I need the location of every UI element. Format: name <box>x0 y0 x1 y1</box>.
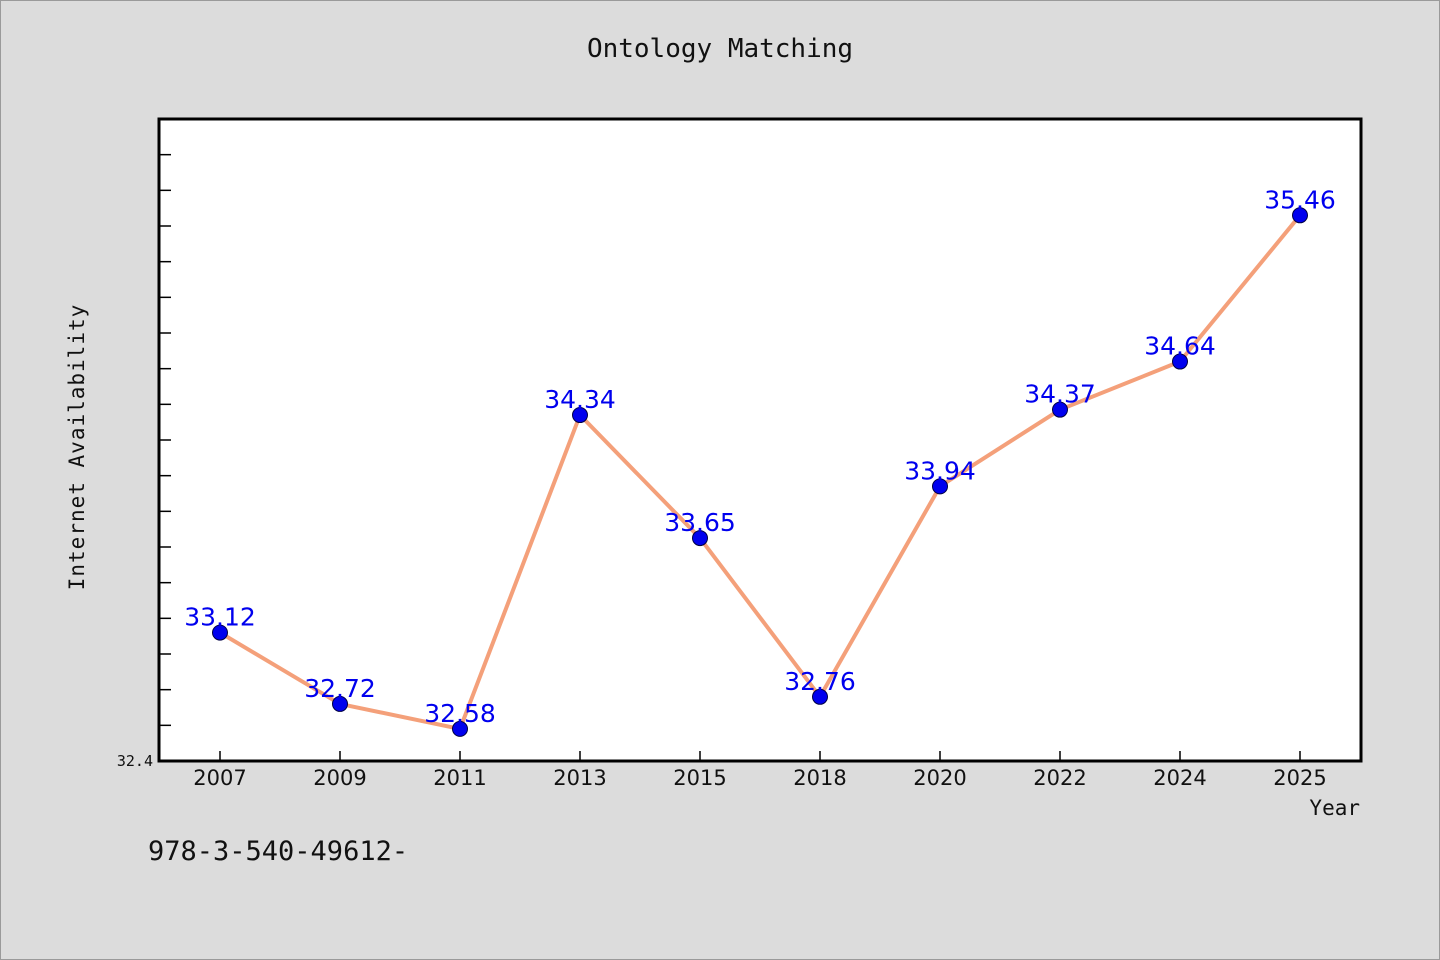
x-axis-label: Year <box>1309 796 1360 820</box>
data-label: 32.72 <box>304 674 376 703</box>
data-point <box>452 720 468 737</box>
x-tick-label: 2024 <box>1153 766 1206 790</box>
data-point <box>212 624 228 641</box>
data-label: 33.65 <box>664 508 736 537</box>
data-label: 32.76 <box>784 667 856 696</box>
x-tick-label: 2011 <box>433 766 486 790</box>
data-point <box>932 478 948 495</box>
series-line <box>218 214 1302 731</box>
data-label: 32.58 <box>424 699 496 728</box>
data-point <box>1292 207 1308 224</box>
data-point <box>332 695 348 712</box>
data-labels: 33.12 32.72 32.58 34.34 33.65 32.76 33.94 34.37… <box>184 185 1336 728</box>
x-tick-label: 2025 <box>1273 766 1326 790</box>
x-tick-label: 2022 <box>1033 766 1086 790</box>
data-label: 34.64 <box>1144 332 1216 361</box>
x-tick-label: 2007 <box>193 766 246 790</box>
x-tick-label: 2015 <box>673 766 726 790</box>
data-label: 33.12 <box>184 603 256 632</box>
data-point <box>1052 401 1068 418</box>
data-point <box>1172 353 1188 370</box>
x-tick-label: 2013 <box>553 766 606 790</box>
data-point <box>572 407 588 424</box>
data-label: 34.37 <box>1024 380 1096 409</box>
x-tick-label: 2009 <box>313 766 366 790</box>
data-point <box>692 530 708 547</box>
x-tick-label: 2018 <box>793 766 846 790</box>
chart-title: Ontology Matching <box>586 34 854 64</box>
data-label: 33.94 <box>904 456 976 485</box>
data-point <box>812 688 828 705</box>
data-label: 34.34 <box>544 385 616 414</box>
x-tick-label: 2020 <box>913 766 966 790</box>
data-label: 35.46 <box>1264 185 1336 214</box>
plot-area <box>157 117 1363 763</box>
data-markers <box>212 207 1308 737</box>
footnote-text: 978-3-540-49612- <box>148 836 409 867</box>
x-axis-ticks: 2007 2009 2011 2013 2015 2018 2020 2022 2024 2025 <box>193 751 1327 790</box>
y-axis-ticks: 32.4 <box>117 118 171 770</box>
y-tick-label: 32.4 <box>117 752 153 770</box>
